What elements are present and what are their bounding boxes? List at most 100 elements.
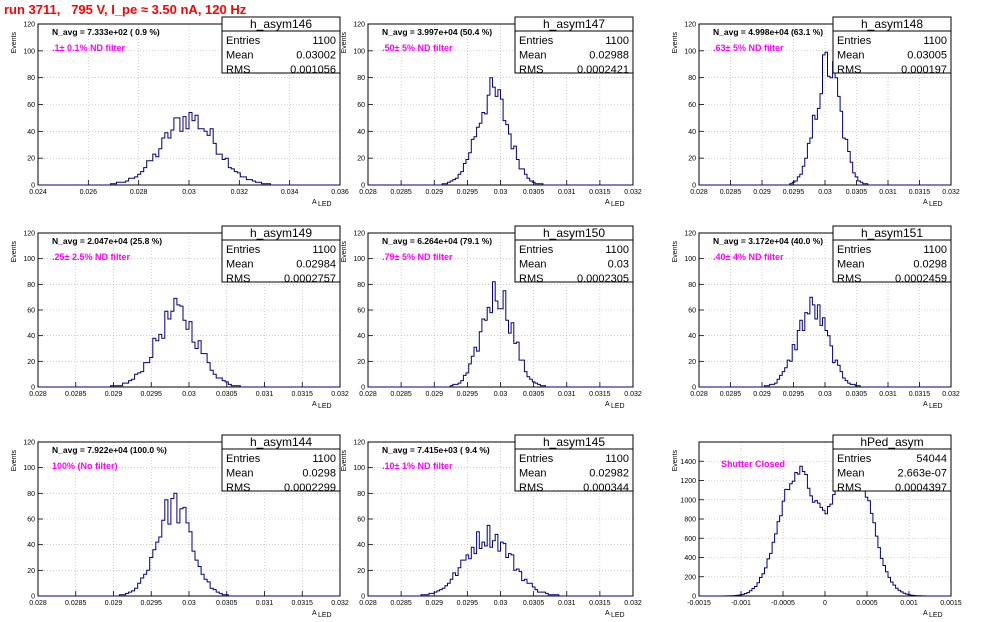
x-tick-label: 0.031 <box>879 189 897 196</box>
y-tick-label: 120 <box>353 22 365 29</box>
x-tick-label: 0.028 <box>359 600 377 607</box>
stats-box <box>832 16 952 74</box>
y-tick-label: 100 <box>353 256 365 263</box>
x-tick-label: 0.0015 <box>940 600 962 607</box>
filter-label: .63± 5% ND filter <box>713 43 784 53</box>
histogram-series <box>368 77 633 186</box>
stats-mean-label: Mean <box>837 259 865 271</box>
x-tick-label: 0.0305 <box>216 391 238 398</box>
stats-entries-value: 1100 <box>312 35 336 47</box>
y-tick-label: 800 <box>684 517 696 524</box>
x-tick-label: 0.028 <box>29 600 47 607</box>
stats-entries-label: Entries <box>519 244 554 256</box>
x-axis-label: A <box>605 199 610 206</box>
navg-label: N_avg = 6.264e+04 (79.1 %) <box>382 236 492 246</box>
y-axis-label: Events <box>341 32 348 54</box>
histogram-series <box>368 524 633 597</box>
y-axis-label: Events <box>341 450 348 472</box>
stats-rms-value: 0.0002459 <box>895 273 947 285</box>
histogram-name: h_asym147 <box>543 17 605 31</box>
x-tick-label: 0.031 <box>558 600 576 607</box>
x-axis-label: A <box>923 610 928 617</box>
stats-rms-label: RMS <box>837 482 861 494</box>
navg-label: N_avg = 2.047e+04 (25.8 %) <box>52 236 162 246</box>
x-tick-label: 0.03 <box>182 600 196 607</box>
x-tick-label: 0.032 <box>331 600 349 607</box>
stats-mean-label: Mean <box>226 50 254 62</box>
y-tick-label: 60 <box>357 102 365 109</box>
x-tick-label: 0.0285 <box>65 391 87 398</box>
x-tick-label: 0.0285 <box>390 391 412 398</box>
x-axis-label-subscript: LED <box>929 403 943 410</box>
stats-mean-label: Mean <box>226 259 254 271</box>
histogram-series <box>38 112 340 186</box>
y-tick-label: 100 <box>353 465 365 472</box>
stats-box <box>514 225 634 283</box>
x-tick-label: 0.024 <box>29 189 47 196</box>
y-axis-label: Events <box>341 241 348 263</box>
stats-entries-value: 1100 <box>923 35 947 47</box>
stats-box <box>221 434 341 492</box>
x-axis-label-subscript: LED <box>611 612 625 619</box>
y-tick-label: 20 <box>357 568 365 575</box>
stats-mean-label: Mean <box>519 50 547 62</box>
stats-entries-label: Entries <box>226 35 261 47</box>
x-axis-label-subscript: LED <box>318 612 332 619</box>
x-axis-label: A <box>312 610 317 617</box>
stats-box <box>514 16 634 74</box>
x-tick-label: 0.031 <box>256 600 274 607</box>
stats-entries-label: Entries <box>837 35 872 47</box>
histogram-panel-h_asym149: 0.028 0.0285 0.029 0.0295 0.03 0.0305 0.031 0.0… <box>11 225 349 410</box>
histogram-name: h_asym148 <box>861 17 923 31</box>
x-tick-label: 0.0315 <box>589 600 611 607</box>
x-tick-label: 0.031 <box>256 391 274 398</box>
stats-box <box>221 16 341 74</box>
stats-mean-value: 0.03005 <box>907 50 947 62</box>
x-tick-label: 0.0305 <box>216 600 238 607</box>
stats-entries-value: 1100 <box>605 244 629 256</box>
stats-entries-label: Entries <box>226 244 261 256</box>
navg-label: N_avg = 7.922e+04 (100.0 %) <box>52 445 167 455</box>
x-tick-label: 0.0315 <box>292 600 314 607</box>
y-tick-label: 0 <box>31 183 35 190</box>
x-tick-label: 0.031 <box>879 391 897 398</box>
y-tick-label: 400 <box>684 555 696 562</box>
x-axis-label-subscript: LED <box>318 403 332 410</box>
x-tick-label: 0.03 <box>494 189 508 196</box>
stats-rms-value: 0.000197 <box>901 64 947 76</box>
x-tick-label: 0.032 <box>942 189 960 196</box>
filter-label: .79± 5% ND filter <box>382 252 453 262</box>
y-tick-label: 80 <box>357 282 365 289</box>
x-tick-label: 0.03 <box>182 189 196 196</box>
y-tick-label: 40 <box>27 333 35 340</box>
filter-label: .40± 4% ND filter <box>713 252 784 262</box>
histogram-name: h_asym144 <box>250 435 312 449</box>
y-tick-label: 20 <box>27 568 35 575</box>
filter-label: .10± 1% ND filter <box>382 461 453 471</box>
y-tick-label: 80 <box>357 491 365 498</box>
y-tick-label: 100 <box>684 48 696 55</box>
y-tick-label: 600 <box>684 536 696 543</box>
x-axis-label: A <box>923 199 928 206</box>
y-tick-label: 40 <box>357 542 365 549</box>
y-tick-label: 80 <box>688 75 696 82</box>
x-tick-label: 0.0295 <box>457 600 479 607</box>
x-tick-label: 0.029 <box>425 391 443 398</box>
y-axis-label: Events <box>11 241 18 263</box>
stats-rms-value: 0.0002305 <box>577 273 629 285</box>
stats-mean-value: 0.03002 <box>296 50 336 62</box>
y-tick-label: 20 <box>357 359 365 366</box>
stats-entries-label: Entries <box>519 35 554 47</box>
stats-rms-label: RMS <box>519 482 543 494</box>
y-tick-label: 20 <box>688 156 696 163</box>
x-tick-label: 0.029 <box>753 189 771 196</box>
histogram-series <box>699 450 951 597</box>
x-tick-label: 0.0315 <box>292 391 314 398</box>
x-tick-label: 0.029 <box>425 600 443 607</box>
x-tick-label: 0.028 <box>359 189 377 196</box>
stats-rms-label: RMS <box>837 273 861 285</box>
stats-entries-label: Entries <box>837 244 872 256</box>
y-tick-label: 60 <box>27 517 35 524</box>
x-tick-label: 0.029 <box>425 189 443 196</box>
navg-label: N_avg = 3.172e+04 (40.0 %) <box>713 236 823 246</box>
